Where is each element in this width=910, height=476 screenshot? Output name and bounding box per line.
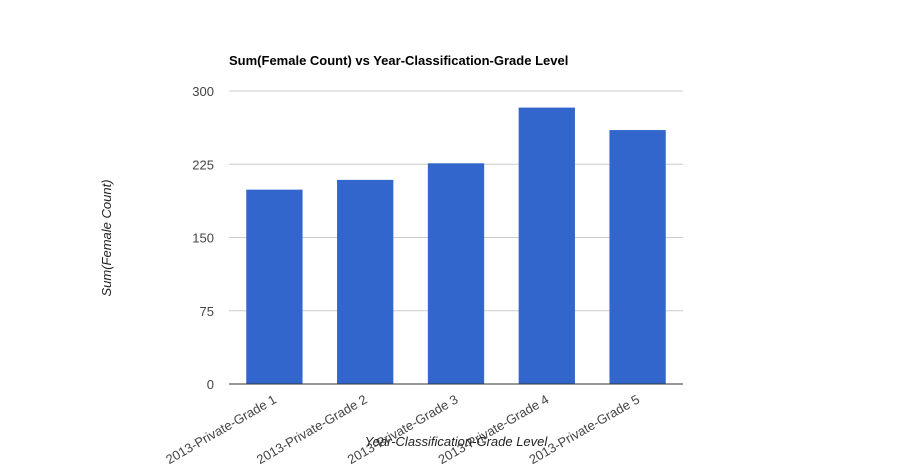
- bar: [337, 179, 394, 384]
- bar: [518, 107, 575, 384]
- y-axis-title: Sum(Female Count): [99, 179, 114, 296]
- chart-title: Sum(Female Count) vs Year-Classification…: [229, 53, 568, 68]
- x-axis-title: Year-Classification-Grade Level: [365, 434, 549, 449]
- bar: [427, 163, 485, 384]
- bars: [246, 107, 666, 384]
- bar: [246, 189, 303, 384]
- y-tick-label: 75: [200, 304, 214, 319]
- y-tick-label: 0: [207, 377, 214, 392]
- y-tick-label: 150: [192, 231, 214, 246]
- y-axis-ticks: 0 75 150 225 300: [192, 84, 214, 392]
- y-tick-label: 300: [192, 84, 214, 99]
- bar: [609, 130, 666, 384]
- y-tick-label: 225: [192, 157, 214, 172]
